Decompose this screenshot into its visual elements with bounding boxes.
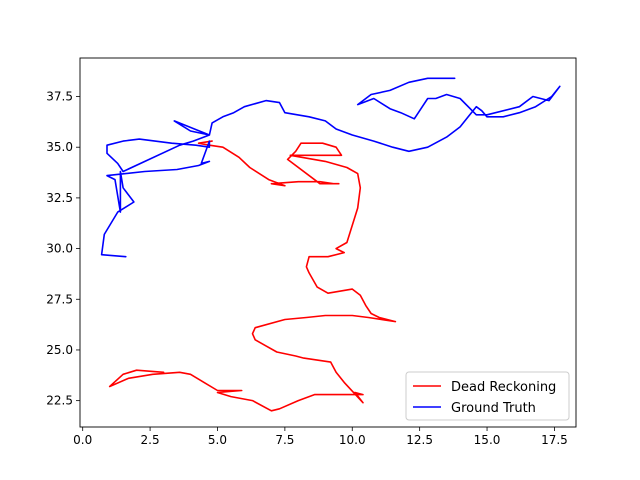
y-tick-label: 32.5 [46,191,73,205]
legend-box [405,371,570,421]
x-tick-label: 0.0 [73,433,92,447]
axes-layer: 0.0 2.5 5.0 7.5 10.0 12.5 15.0 17.5 22.5 25.0 27.5… [46,57,577,447]
series-layer [100,77,561,412]
x-tick-label: 15.0 [474,433,501,447]
y-tick-label: 37.5 [46,90,73,104]
axes-frame [79,57,577,428]
y-tick-label: 22.5 [46,394,73,408]
y-tick-label: 25.0 [46,343,73,357]
y-tick-label: 27.5 [46,292,73,306]
x-tick-label: 2.5 [141,433,160,447]
plot-area [80,58,576,427]
x-tick-label: 7.5 [275,433,294,447]
x-tick-label: 5.0 [208,433,227,447]
legend: Dead Reckoning Ground Truth [405,371,570,421]
x-tick-label: 10.0 [339,433,366,447]
legend-label-2: Ground Truth [451,401,536,416]
series-line-2 [100,77,561,258]
series-line-1 [108,140,397,412]
y-tick-label: 30.0 [46,242,73,256]
legend-label-1: Dead Reckoning [451,380,556,395]
y-tick-label: 35.0 [46,140,73,154]
x-tick-label: 17.5 [541,433,568,447]
x-tick-label: 12.5 [406,433,433,447]
